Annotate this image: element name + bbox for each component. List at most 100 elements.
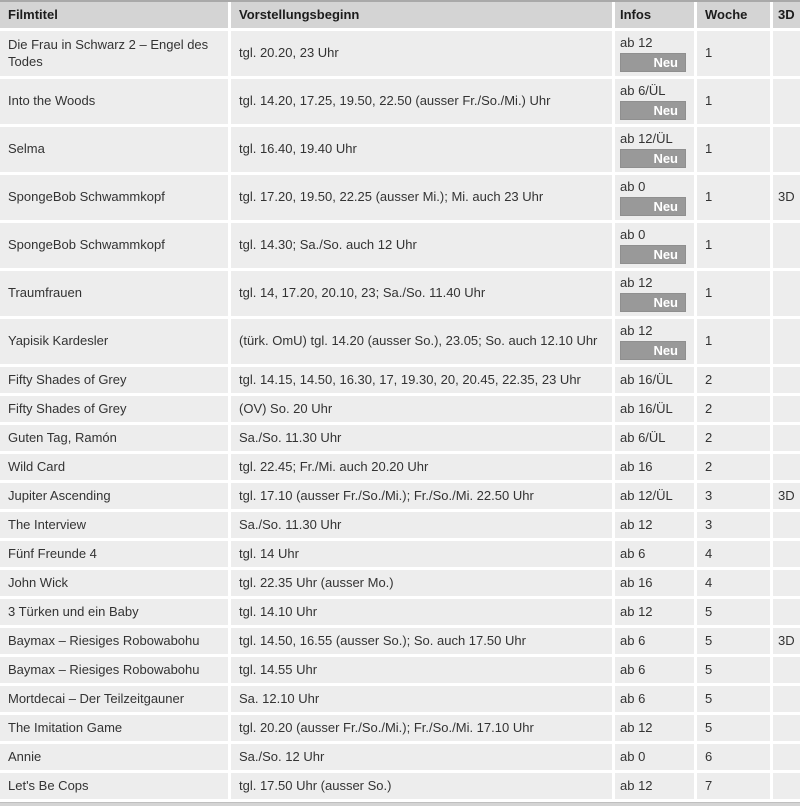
table-row: Guten Tag, Ramón Sa./So. 11.30 Uhr ab 6/ÜL… [0, 425, 800, 451]
3d-cell [773, 396, 800, 422]
table-row: Jupiter Ascending tgl. 17.10 (ausser Fr./… [0, 483, 800, 509]
3d-cell [773, 773, 800, 799]
age-rating-text: ab 12 [620, 603, 653, 619]
showtimes-cell: tgl. 14.55 Uhr [231, 657, 612, 683]
showtimes-cell: tgl. 20.20 (ausser Fr./So./Mi.); Fr./So.… [231, 715, 612, 741]
film-title-cell: Die Frau in Schwarz 2 – Engel des Todes [0, 31, 228, 76]
3d-cell [773, 570, 800, 596]
info-cell: ab 12 [615, 599, 694, 625]
info-cell: ab 16 [615, 454, 694, 480]
info-cell: ab 6 [615, 657, 694, 683]
week-cell: 1 [697, 175, 770, 220]
table-row: The Interview Sa./So. 11.30 Uhr ab 12 3 [0, 512, 800, 538]
film-title-cell: Guten Tag, Ramón [0, 425, 228, 451]
film-title-cell: The Imitation Game [0, 715, 228, 741]
showtimes-cell: tgl. 20.20, 23 Uhr [231, 31, 612, 76]
info-cell: ab 12 Neu [615, 271, 694, 316]
age-rating-text: ab 16 [620, 458, 653, 474]
3d-cell [773, 319, 800, 364]
column-header-filmtitel: Filmtitel [0, 2, 228, 28]
age-rating-text: ab 12 [620, 34, 653, 50]
info-cell: ab 0 [615, 744, 694, 770]
film-title-cell: Jupiter Ascending [0, 483, 228, 509]
week-cell: 3 [697, 483, 770, 509]
age-rating-text: ab 0 [620, 178, 646, 194]
3d-cell [773, 127, 800, 172]
info-cell: ab 6 [615, 541, 694, 567]
3d-cell [773, 223, 800, 268]
info-cell: ab 16/ÜL [615, 396, 694, 422]
info-cell: ab 12/ÜL [615, 483, 694, 509]
film-title-cell: SpongeBob Schwammkopf [0, 223, 228, 268]
table-row: Let's Be Cops tgl. 17.50 Uhr (ausser So.)… [0, 773, 800, 799]
week-cell: 1 [697, 319, 770, 364]
film-title-cell: Traumfrauen [0, 271, 228, 316]
info-cell: ab 12/ÜL Neu [615, 127, 694, 172]
age-rating-text: ab 12/ÜL [620, 487, 673, 503]
film-title-cell: Mortdecai – Der Teilzeitgauner [0, 686, 228, 712]
week-cell: 2 [697, 396, 770, 422]
age-rating-text: ab 6/ÜL [620, 429, 666, 445]
table-row: John Wick tgl. 22.35 Uhr (ausser Mo.) ab 1… [0, 570, 800, 596]
showtimes-cell: tgl. 22.45; Fr./Mi. auch 20.20 Uhr [231, 454, 612, 480]
week-cell: 1 [697, 127, 770, 172]
table-row: 3 Türken und ein Baby tgl. 14.10 Uhr ab 12… [0, 599, 800, 625]
3d-cell [773, 512, 800, 538]
showtimes-cell: (OV) So. 20 Uhr [231, 396, 612, 422]
table-row: The Imitation Game tgl. 20.20 (ausser Fr.… [0, 715, 800, 741]
neu-badge: Neu [620, 245, 686, 265]
showtimes-cell: Sa./So. 12 Uhr [231, 744, 612, 770]
week-cell: 5 [697, 657, 770, 683]
age-rating-text: ab 12 [620, 274, 653, 290]
3d-cell [773, 271, 800, 316]
week-cell: 5 [697, 599, 770, 625]
showtimes-cell: Sa. 12.10 Uhr [231, 686, 612, 712]
showtimes-cell: tgl. 14.20, 17.25, 19.50, 22.50 (ausser … [231, 79, 612, 124]
table-row: Baymax – Riesiges Robowabohu tgl. 14.50, … [0, 628, 800, 654]
showtimes-cell: tgl. 22.35 Uhr (ausser Mo.) [231, 570, 612, 596]
table-row: Die Frau in Schwarz 2 – Engel des Todes t… [0, 31, 800, 76]
info-cell: ab 12 Neu [615, 31, 694, 76]
table-row: SpongeBob Schwammkopf tgl. 14.30; Sa./So.… [0, 223, 800, 268]
3d-cell: 3D [773, 483, 800, 509]
age-rating-text: ab 16/ÜL [620, 400, 673, 416]
column-header-woche: Woche [697, 2, 770, 28]
info-cell: ab 0 Neu [615, 175, 694, 220]
3d-cell [773, 454, 800, 480]
info-cell: ab 0 Neu [615, 223, 694, 268]
table-header-row: Filmtitel Vorstellungsbeginn Infos Woche… [0, 2, 800, 28]
film-title-cell: Into the Woods [0, 79, 228, 124]
table-row: Fifty Shades of Grey (OV) So. 20 Uhr ab 16… [0, 396, 800, 422]
week-cell: 5 [697, 715, 770, 741]
table-row: Baymax – Riesiges Robowabohu tgl. 14.55 U… [0, 657, 800, 683]
3d-cell [773, 657, 800, 683]
3d-cell [773, 425, 800, 451]
showtimes-cell: tgl. 17.20, 19.50, 22.25 (ausser Mi.); M… [231, 175, 612, 220]
3d-cell [773, 599, 800, 625]
week-cell: 1 [697, 271, 770, 316]
table-row: Selma tgl. 16.40, 19.40 Uhr ab 12/ÜL Neu 1 [0, 127, 800, 172]
week-cell: 4 [697, 541, 770, 567]
age-rating-text: ab 6 [620, 661, 646, 677]
3d-cell [773, 715, 800, 741]
week-cell: 3 [697, 512, 770, 538]
week-cell: 6 [697, 744, 770, 770]
film-title-cell: Selma [0, 127, 228, 172]
showtimes-cell: tgl. 17.50 Uhr (ausser So.) [231, 773, 612, 799]
3d-cell [773, 686, 800, 712]
film-title-cell: 3 Türken und ein Baby [0, 599, 228, 625]
table-row: Annie Sa./So. 12 Uhr ab 0 6 [0, 744, 800, 770]
week-cell: 2 [697, 425, 770, 451]
showtimes-cell: tgl. 14 Uhr [231, 541, 612, 567]
info-cell: ab 12 Neu [615, 319, 694, 364]
age-rating-text: ab 12 [620, 719, 653, 735]
3d-cell [773, 541, 800, 567]
table-row: Fünf Freunde 4 tgl. 14 Uhr ab 6 4 [0, 541, 800, 567]
film-title-cell: Let's Be Cops [0, 773, 228, 799]
age-rating-text: ab 0 [620, 748, 646, 764]
film-title-cell: Baymax – Riesiges Robowabohu [0, 628, 228, 654]
film-title-cell: Fifty Shades of Grey [0, 367, 228, 393]
showtimes-cell: tgl. 17.10 (ausser Fr./So./Mi.); Fr./So.… [231, 483, 612, 509]
week-cell: 5 [697, 686, 770, 712]
